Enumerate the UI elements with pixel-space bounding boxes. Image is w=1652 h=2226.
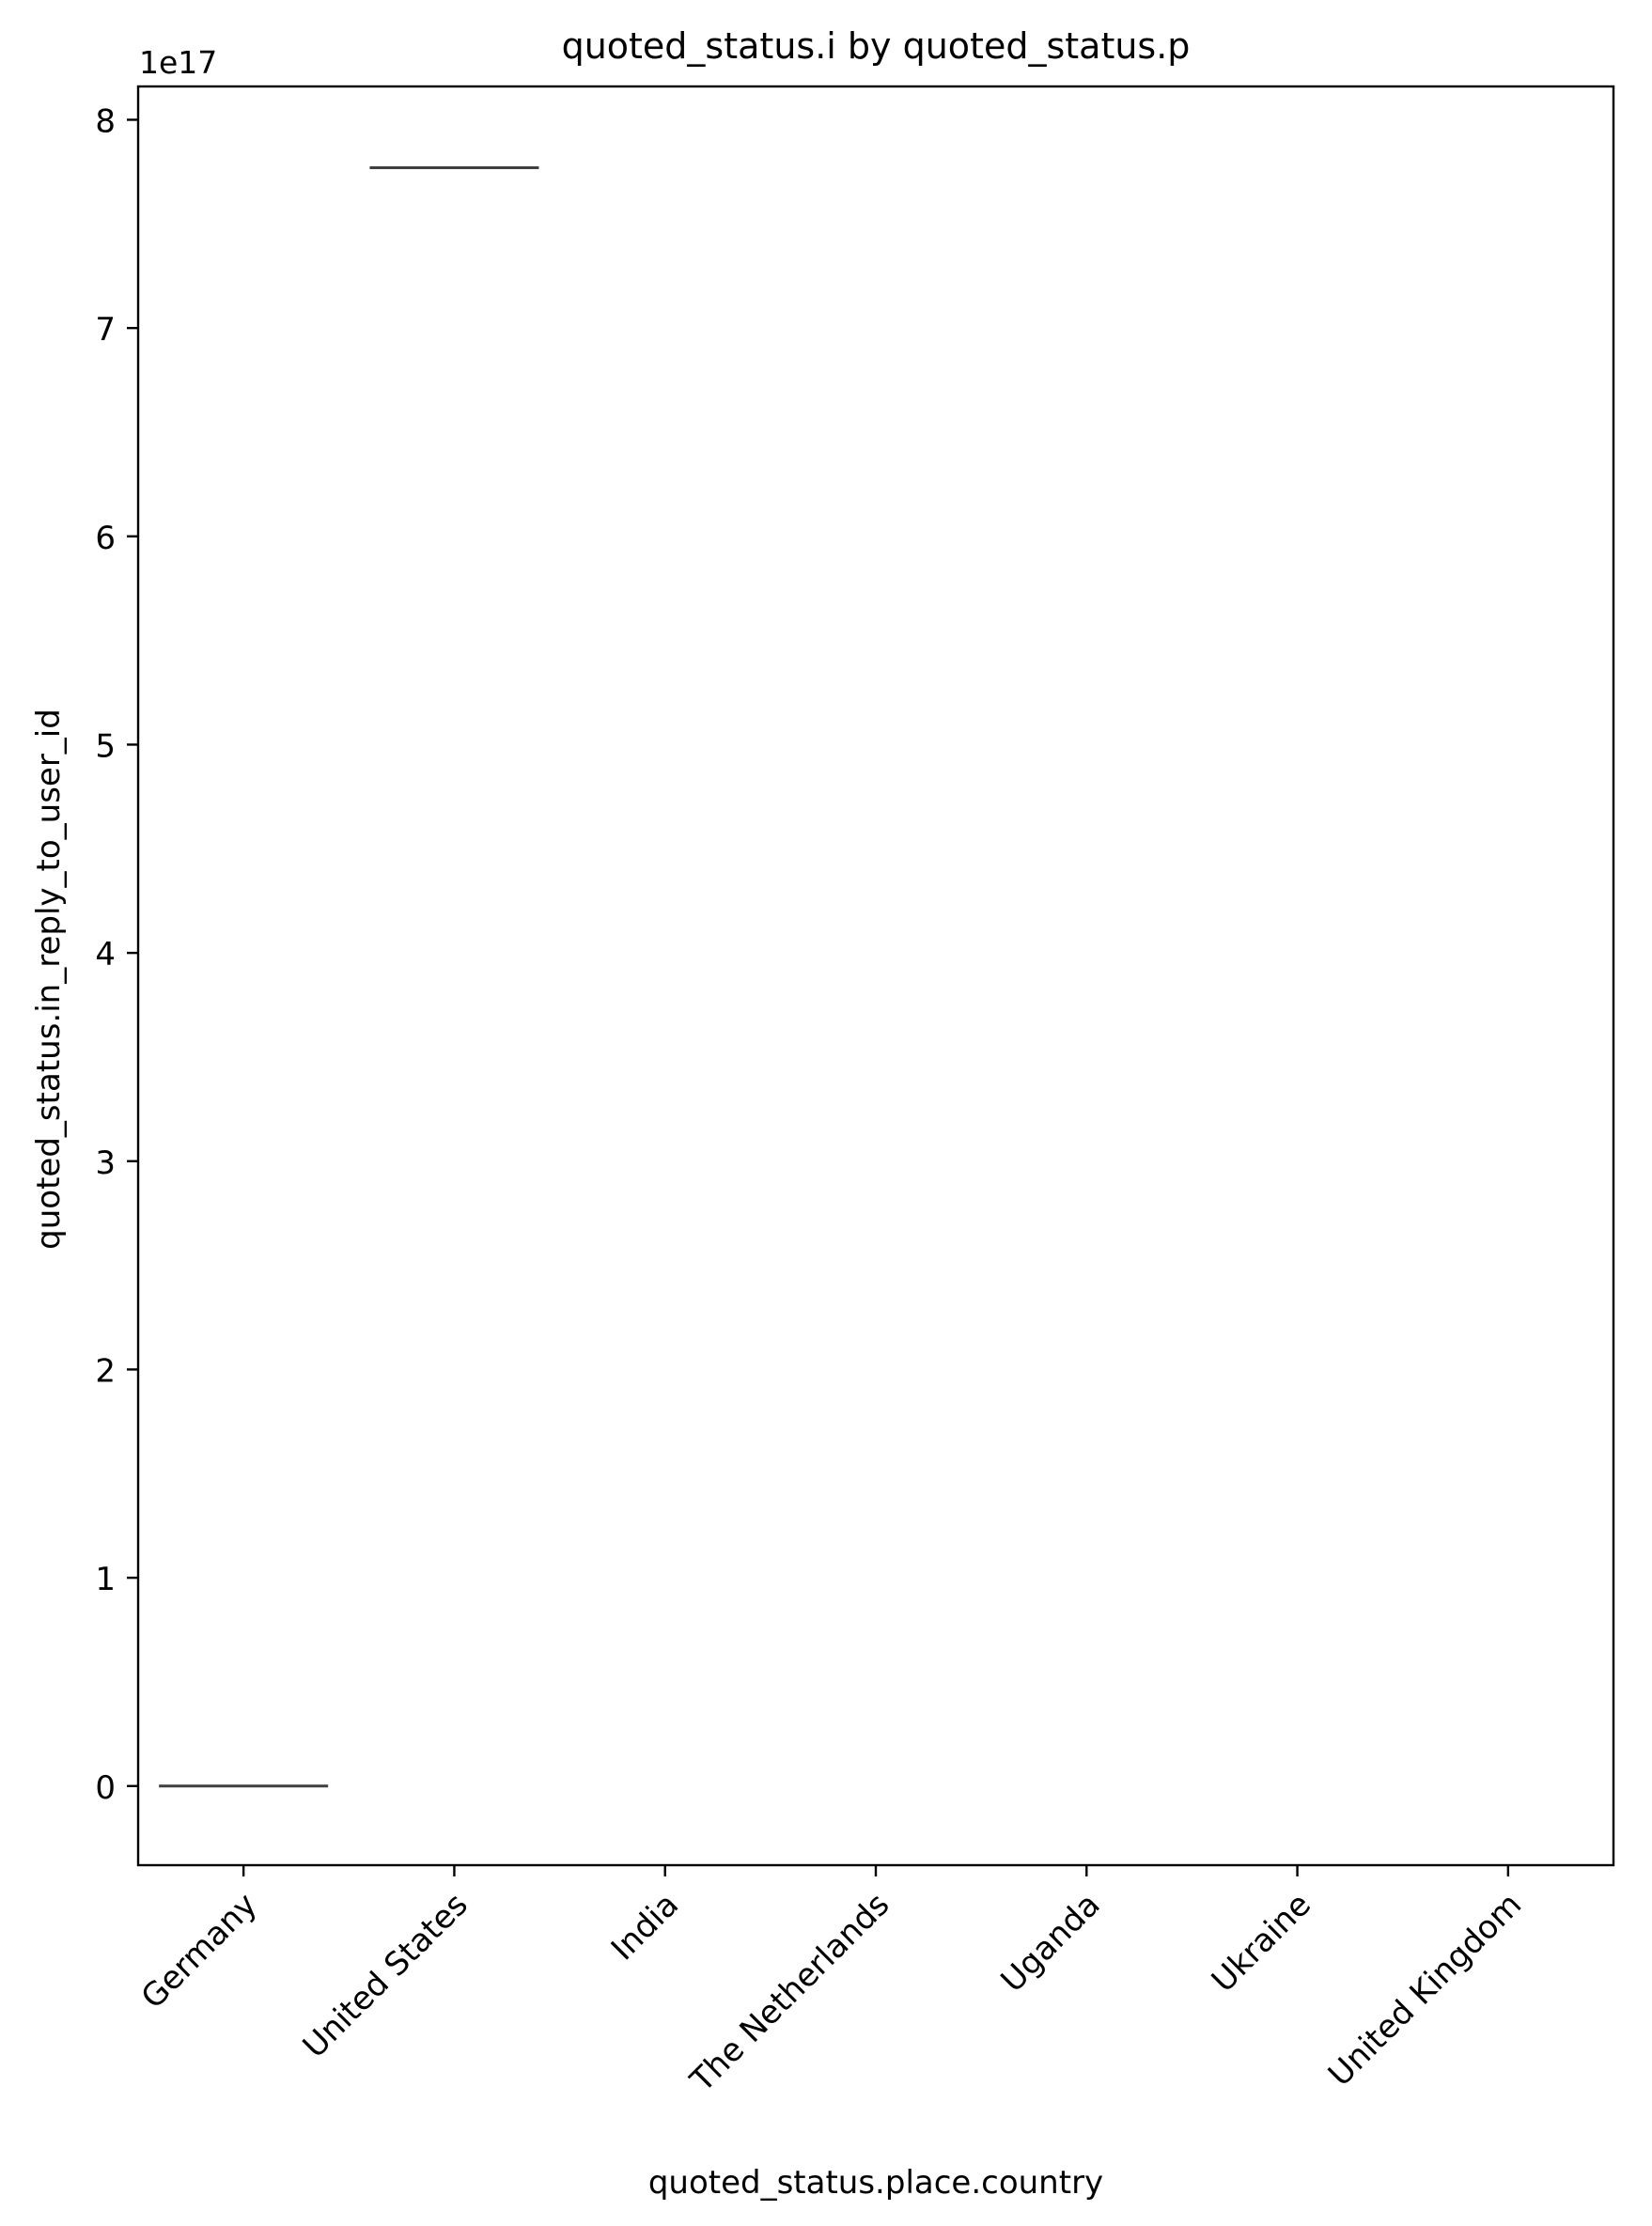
y-tick-label: 8 <box>95 102 116 140</box>
y-tick-label: 7 <box>95 311 116 349</box>
chart-title: quoted_status.i by quoted_status.p <box>562 25 1191 67</box>
y-tick-label: 6 <box>95 520 116 557</box>
y-tick-label: 5 <box>95 727 116 765</box>
x-axis-label: quoted_status.place.country <box>648 2164 1103 2202</box>
y-axis-label: quoted_status.in_reply_to_user_id <box>30 708 68 1250</box>
y-tick-label: 0 <box>95 1769 116 1807</box>
plot-area-frame <box>136 85 1615 1867</box>
y-tick-label: 2 <box>95 1352 116 1390</box>
y-axis-offset-label: 1e17 <box>139 44 217 81</box>
box-marks <box>159 165 539 1788</box>
y-tick-label: 3 <box>95 1144 116 1182</box>
y-tick-label: 4 <box>95 936 116 973</box>
y-tick-label: 1 <box>95 1561 116 1598</box>
